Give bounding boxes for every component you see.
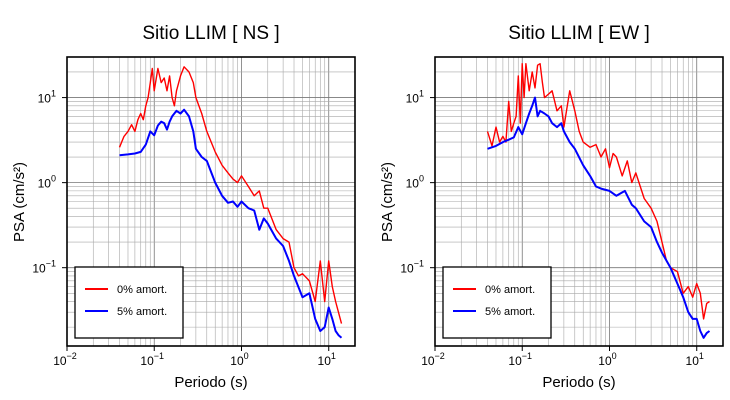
y-tick-label: 101 [406,89,424,106]
legend-label-1: 5% amort. [485,306,535,318]
x-ticks-ns: 10−2 10−1 100 101 [53,346,336,368]
x-tick-label: 100 [598,351,616,368]
series-line [119,108,343,339]
legend-box [74,266,184,339]
chart-title: Sitio LLIM [ NS ] [142,23,279,44]
series-line [487,96,711,339]
y-ticks-ew: 10−1 100 101 [400,89,435,276]
legend-box [442,266,552,339]
series-line [118,66,343,324]
legend-label-1: 5% amort. [117,306,167,318]
x-tick-label: 101 [318,351,336,368]
y-tick-label: 10−1 [32,259,56,276]
x-tick-label: 100 [230,351,248,368]
plot-frame [434,56,724,347]
legend: 0% amort. 5% amort. [74,266,184,339]
chart-panel-ew: Sitio LLIM [ EW ] 10−2 10−1 100 101 10−1 100… [379,23,724,391]
y-axis-label: PSA (cm/s²) [379,162,396,242]
legend-label-0: 0% amort. [485,284,535,296]
plot-frame [66,56,356,347]
y-tick-label: 10−1 [400,259,424,276]
x-tick-label: 101 [686,351,704,368]
grid-ew [434,56,724,346]
x-tick-label: 10−1 [140,351,164,368]
y-tick-label: 100 [38,174,56,191]
x-tick-label: 10−1 [508,351,532,368]
series-layer-ns [118,66,343,339]
x-tick-label: 10−2 [421,351,445,368]
y-tick-label: 100 [406,174,424,191]
x-tick-label: 10−2 [53,351,77,368]
y-axis-label: PSA (cm/s²) [11,162,28,242]
x-axis-label: Periodo (s) [542,374,615,391]
x-ticks-ew: 10−2 10−1 100 101 [421,346,704,368]
y-tick-label: 101 [38,89,56,106]
series-layer-ew [486,63,711,339]
y-ticks-ns: 10−1 100 101 [32,89,67,276]
x-axis-label: Periodo (s) [174,374,247,391]
legend-label-0: 0% amort. [117,284,167,296]
legend: 0% amort. 5% amort. [442,266,552,339]
chart-panel-ns: Sitio LLIM [ NS ] 10−2 10−1 100 101 10−1 100… [11,23,356,391]
chart-title: Sitio LLIM [ EW ] [508,23,649,44]
